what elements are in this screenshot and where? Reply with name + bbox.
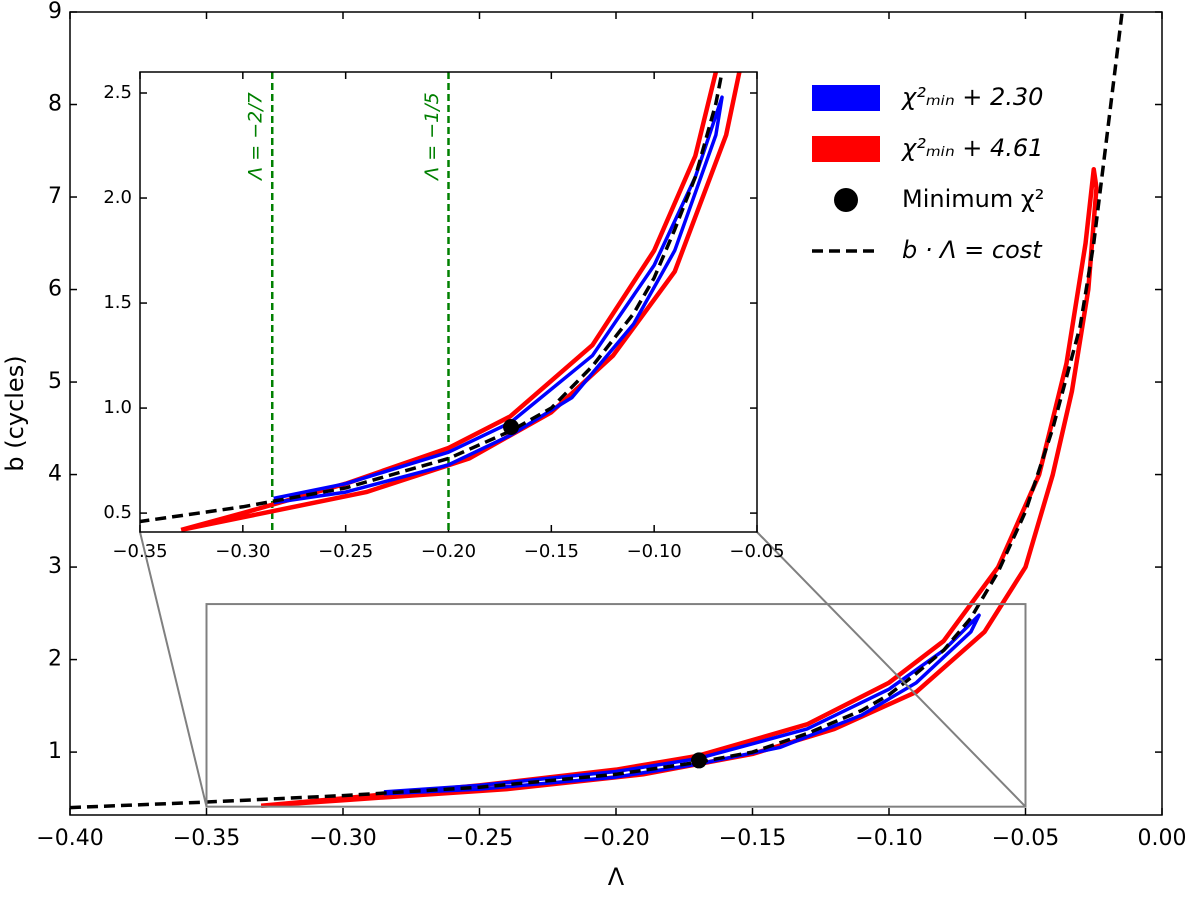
y-axis-label: b (cycles) [1,355,29,471]
zoom-box [205,603,1027,808]
legend: χ²ₘᵢₙ + 2.30 χ²ₘᵢₙ + 4.61 Minimum χ² b · Λ … [812,83,1044,264]
inset: −0.35 −0.30 −0.25 −0.20 −0.15 −0.10 −0.05 0.5 1.… [103,71,785,562]
inset-frame [139,71,758,533]
x-tick-label: −0.35 [112,541,167,562]
x-axis-label: Λ [608,863,625,891]
y-tick-label: 1.5 [103,292,132,313]
legend-swatch [812,136,880,162]
relation-line [140,72,724,524]
legend-label: χ²ₘᵢₙ + 4.61 [900,134,1043,162]
y-tick-label: 1 [48,739,62,764]
legend-label: Minimum χ² [902,185,1044,213]
x-tick-label: −0.05 [992,826,1059,851]
y-tick-label: 7 [48,184,62,209]
reference-label: Λ = −1/5 [421,92,443,182]
x-tick-label: −0.40 [36,826,103,851]
x-tick-label: 0.00 [1138,826,1187,851]
legend-swatch [812,85,880,111]
relation-line [70,12,1124,810]
x-tick-label: −0.30 [215,541,270,562]
y-tick-label: 2.0 [103,187,132,208]
y-tick-label: 8 [48,92,62,117]
y-tick-label: 1.0 [103,397,132,418]
plot-area [140,72,742,532]
y-tick-label: 5 [48,369,62,394]
y-tick-label: 6 [48,277,62,302]
y-tick-label: 2.5 [103,82,132,103]
x-tick-label: −0.35 [173,826,240,851]
x-tick-label: −0.30 [309,826,376,851]
contour [383,613,981,796]
x-tick-label: −0.15 [524,541,579,562]
minimum-point [503,418,520,435]
reference-label: Λ = −2/7 [245,92,267,182]
frame [69,11,1163,816]
y-tick-label: 2 [48,647,62,672]
x-tick-label: −0.20 [582,826,649,851]
y-tick-label: 3 [48,554,62,579]
x-tick-label: −0.05 [729,541,784,562]
y-tick-label: 9 [48,0,62,24]
legend-swatch [834,188,858,212]
x-tick-label: −0.10 [627,541,682,562]
contour [273,95,724,505]
plot-area [70,12,1124,810]
minimum-point [690,752,707,769]
x-tick-label: −0.20 [421,541,476,562]
y-tick-label: 0.5 [103,502,132,523]
x-tick-label: −0.25 [318,541,373,562]
x-tick-label: −0.15 [719,826,786,851]
connector [756,531,1027,808]
legend-label: b · Λ = cost [902,236,1043,264]
connector [139,531,208,807]
legend-label: χ²ₘᵢₙ + 2.30 [900,83,1043,111]
x-tick-label: −0.25 [446,826,513,851]
x-tick-label: −0.10 [855,826,922,851]
y-tick-label: 4 [48,462,62,487]
